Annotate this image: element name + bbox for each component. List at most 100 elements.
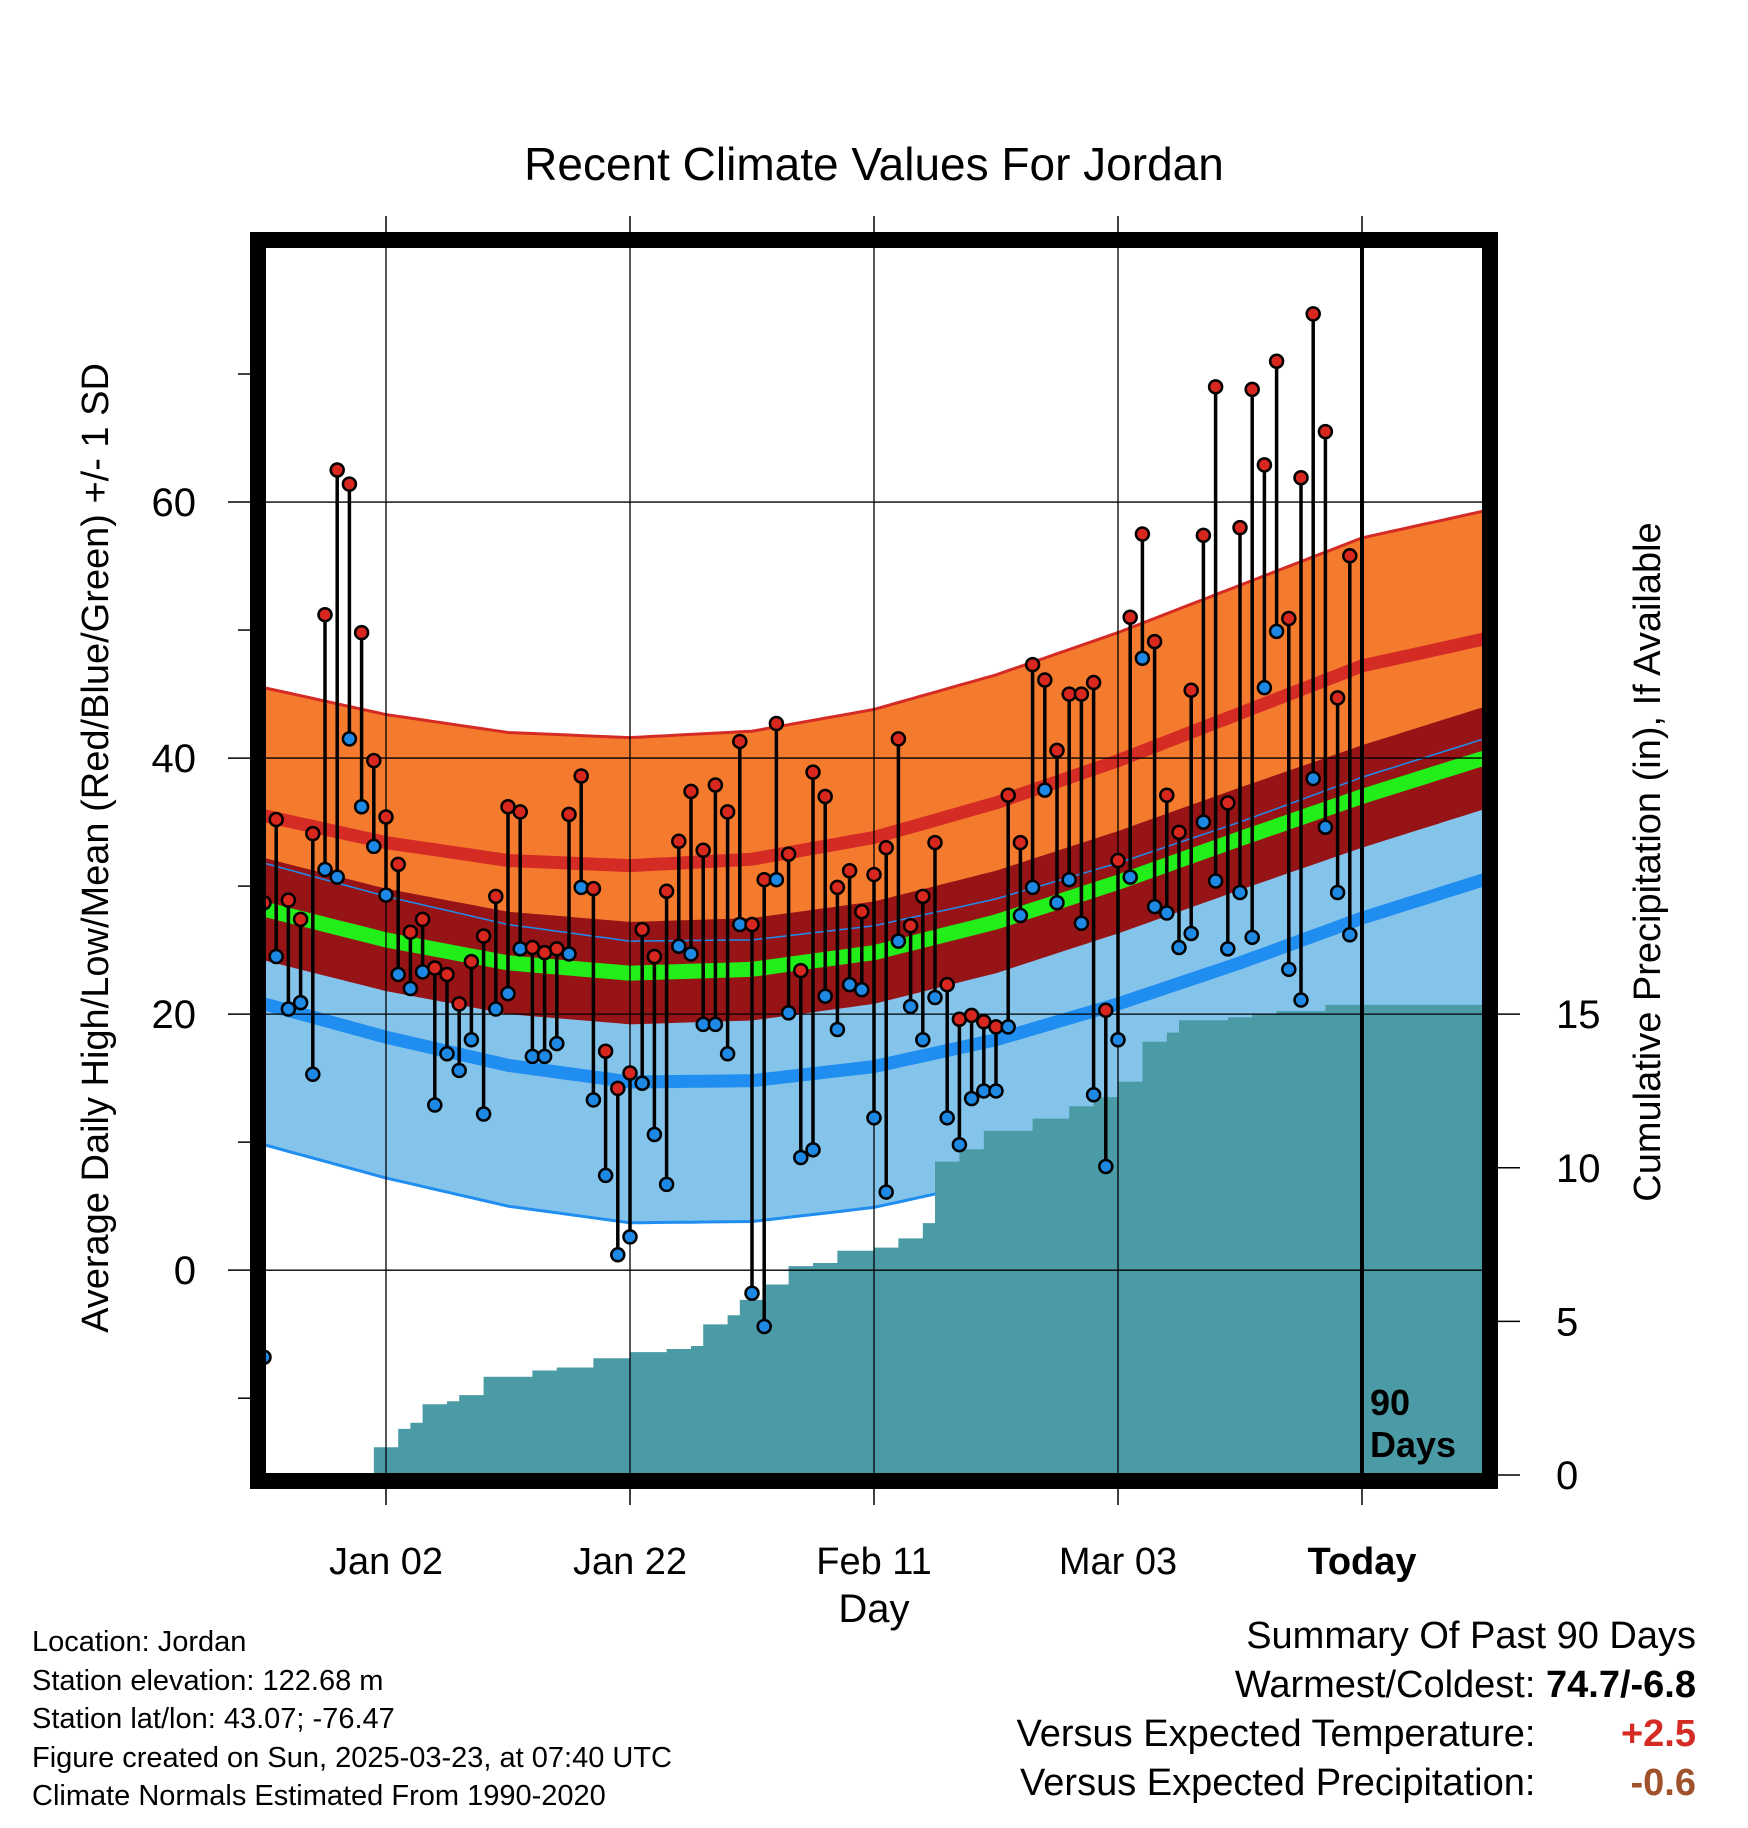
daily-high-point — [1207, 379, 1224, 395]
daily-high-point — [841, 862, 858, 879]
daily-low-point — [805, 1142, 821, 1158]
daily-low-point — [1268, 623, 1285, 640]
daily-low-point — [439, 1046, 455, 1062]
daily-low-point — [756, 1318, 772, 1335]
precipitation-area — [264, 1004, 1484, 1475]
daily-high-point — [707, 777, 724, 793]
daily-low-point — [1000, 1019, 1016, 1035]
daily-high-point — [646, 948, 663, 965]
daily-high-point — [622, 1065, 638, 1081]
daily-high-point — [1329, 690, 1346, 706]
daily-high-point — [1195, 527, 1212, 544]
daily-high-point — [366, 752, 382, 769]
plot-content: 90 Days — [264, 246, 1484, 1475]
daily-low-point — [1037, 782, 1053, 798]
daily-high-point — [1146, 633, 1163, 650]
daily-high-point — [488, 888, 504, 905]
daily-low-point — [854, 982, 870, 998]
today-days-label-line: Days — [1370, 1424, 1456, 1465]
daily-low-point — [1012, 907, 1029, 924]
daily-high-point — [1122, 609, 1138, 626]
y-axis-label-left: Average Daily High/Low/Mean (Red/Blue/Gr… — [75, 363, 117, 1333]
y-left-tick-label: 0 — [174, 1249, 196, 1293]
summary-title: Summary Of Past 90 Days — [1246, 1615, 1696, 1657]
latlon-text: Station lat/lon: 43.07; -76.47 — [32, 1703, 395, 1735]
temp-label: Versus Expected Temperature: — [1016, 1713, 1536, 1755]
x-axis-label: Day — [838, 1587, 909, 1631]
daily-low-point — [1329, 884, 1346, 901]
temp-value: +2.5 — [1620, 1713, 1696, 1755]
daily-high-point — [780, 846, 797, 862]
daily-low-point — [341, 731, 358, 747]
x-tick-label: Today — [1307, 1541, 1416, 1583]
daily-high-point — [402, 924, 419, 940]
daily-high-point — [890, 731, 907, 747]
daily-high-point — [1024, 656, 1041, 673]
daily-low-point — [951, 1136, 968, 1153]
daily-high-point — [610, 1080, 626, 1097]
summary-precip-row: Versus Expected Precipitation: -0.6 — [1017, 1759, 1696, 1808]
summary-panel: Summary Of Past 90 Days Warmest/Coldest:… — [1017, 1612, 1696, 1808]
y-left-tick-label: 60 — [152, 481, 197, 525]
daily-high-point — [1281, 610, 1297, 627]
daily-low-point — [878, 1184, 894, 1200]
daily-low-point — [427, 1097, 443, 1113]
daily-high-point — [1012, 834, 1029, 851]
daily-low-point — [768, 871, 785, 888]
daily-high-point — [1171, 824, 1187, 841]
daily-low-point — [719, 1046, 736, 1062]
daily-low-point — [890, 933, 907, 949]
y-right-tick-label: 10 — [1556, 1147, 1601, 1191]
daily-high-point — [280, 892, 297, 908]
daily-high-point — [805, 764, 821, 780]
daily-low-point — [646, 1126, 663, 1143]
y-left-tick-label: 40 — [152, 737, 197, 781]
daily-high-point — [1268, 353, 1285, 369]
daily-low-point — [1256, 679, 1273, 696]
y-axis-label-right: Cumulative Precipitation (in), If Availa… — [1627, 522, 1669, 1201]
daily-high-point — [927, 834, 943, 851]
daily-low-point — [1305, 770, 1321, 787]
daily-high-point — [1085, 674, 1102, 691]
daily-high-point — [414, 911, 431, 928]
daily-low-point — [1073, 915, 1090, 931]
daily-high-point — [1098, 1002, 1114, 1019]
daily-high-point — [1049, 742, 1065, 759]
plot-frame — [250, 232, 1498, 1489]
daily-high-point — [1134, 526, 1151, 542]
daily-low-point — [793, 1149, 809, 1166]
daily-low-point — [536, 1048, 553, 1065]
daily-high-point — [573, 768, 589, 784]
daily-low-point — [1085, 1087, 1102, 1103]
daily-high-point — [317, 606, 333, 623]
precip-value: -0.6 — [1630, 1762, 1696, 1804]
daily-high-point — [1232, 519, 1248, 536]
daily-low-point — [744, 1285, 760, 1301]
daily-low-point — [268, 948, 284, 965]
daily-low-point — [451, 1062, 467, 1079]
daily-high-point — [292, 911, 309, 928]
daily-high-point — [744, 916, 760, 933]
daily-high-point — [1159, 787, 1175, 803]
daily-low-point — [1207, 873, 1224, 889]
daily-low-point — [1146, 898, 1163, 915]
summary-warmest-row: Warmest/Coldest: 74.7/-6.8 — [1017, 1661, 1696, 1710]
daily-low-point — [390, 966, 406, 983]
plot-area: 90 Days Jan 02 Jan 22 Feb 11 Mar 03 Today 0 20 40… — [152, 216, 1601, 1583]
daily-low-point — [329, 869, 345, 885]
daily-high-point — [329, 462, 345, 478]
x-tick-label: Jan 02 — [329, 1541, 443, 1583]
daily-low-point — [353, 798, 370, 815]
daily-low-point — [671, 938, 687, 955]
axis-ticks: Jan 02 Jan 22 Feb 11 Mar 03 Today 0 20 40 60 0 5 10… — [152, 216, 1601, 1583]
daily-low-point — [573, 879, 589, 896]
daily-low-point — [475, 1106, 492, 1122]
daily-low-point — [622, 1229, 638, 1245]
daily-low-point — [1171, 939, 1187, 956]
daily-high-point — [817, 788, 833, 805]
daily-high-point — [378, 809, 394, 825]
daily-high-point — [268, 811, 284, 828]
daily-low-point — [1183, 925, 1199, 942]
daily-high-point — [439, 966, 455, 983]
daily-high-point — [658, 883, 675, 899]
